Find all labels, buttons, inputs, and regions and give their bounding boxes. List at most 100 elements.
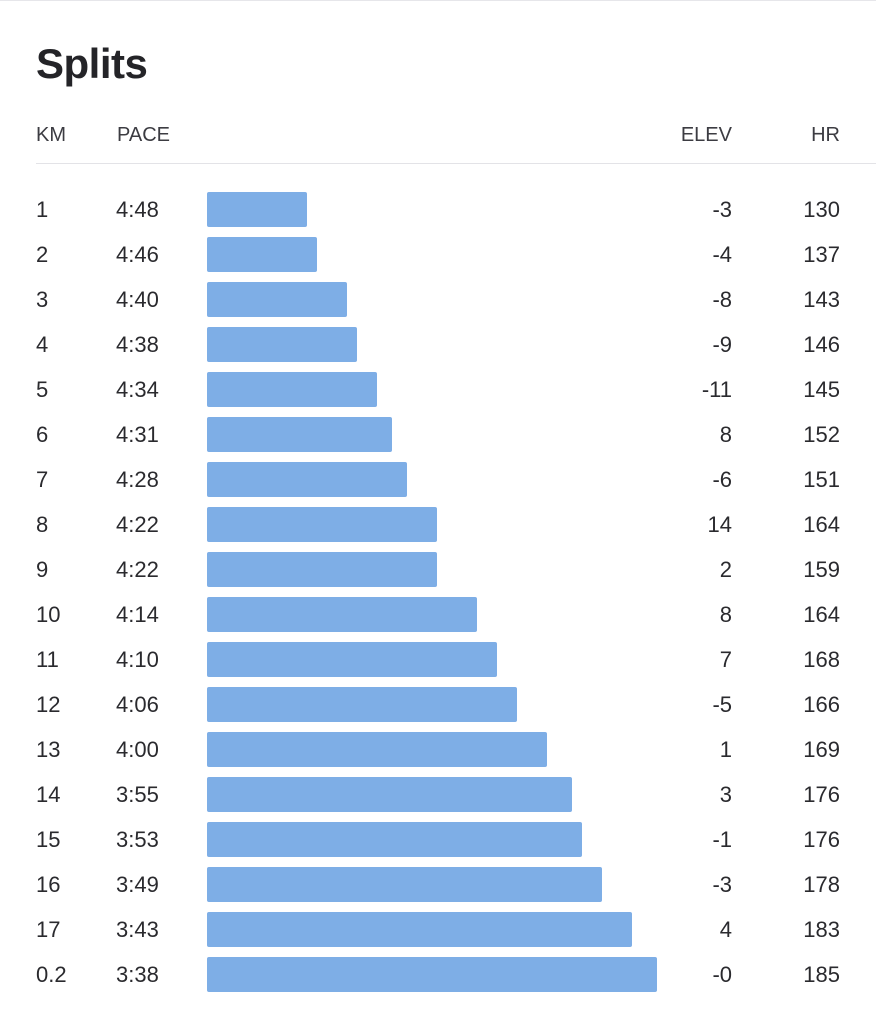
split-km: 10: [36, 602, 61, 627]
split-row[interactable]: 3 4:40 -8 143: [0, 277, 876, 322]
split-pace: 3:49: [116, 872, 159, 897]
split-km: 2: [36, 242, 49, 267]
pace-bar: [207, 912, 632, 947]
split-elevation: 8: [719, 602, 732, 627]
pace-bar: [207, 372, 377, 407]
pace-bar: [207, 462, 407, 497]
split-km: 12: [36, 692, 61, 717]
split-pace: 3:43: [116, 917, 159, 942]
pace-bar: [207, 552, 437, 587]
split-elevation: -3: [712, 872, 732, 897]
split-elevation: 2: [719, 557, 732, 582]
split-elevation: 7: [719, 647, 732, 672]
splits-table-header: KM PACE ELEV HR: [0, 124, 876, 150]
column-header-elev: ELEV: [680, 124, 732, 146]
split-heart-rate: 168: [803, 647, 840, 672]
split-row[interactable]: 15 3:53 -1 176: [0, 817, 876, 862]
split-row[interactable]: 1 4:48 -3 130: [0, 187, 876, 232]
split-elevation: -4: [712, 242, 732, 267]
split-pace: 4:28: [116, 467, 159, 492]
split-pace: 4:22: [116, 557, 159, 582]
pace-bar: [207, 957, 657, 992]
split-elevation: 1: [719, 737, 732, 762]
split-pace: 4:34: [116, 377, 159, 402]
split-km: 15: [36, 827, 61, 852]
split-km: 7: [36, 467, 49, 492]
split-pace: 3:53: [116, 827, 159, 852]
split-km: 11: [36, 647, 59, 672]
split-row[interactable]: 10 4:14 8 164: [0, 592, 876, 637]
split-row[interactable]: 14 3:55 3 176: [0, 772, 876, 817]
split-km: 16: [36, 872, 61, 897]
pace-bar: [207, 282, 347, 317]
split-row[interactable]: 13 4:00 1 169: [0, 727, 876, 772]
split-row[interactable]: 12 4:06 -5 166: [0, 682, 876, 727]
split-pace: 3:55: [116, 782, 159, 807]
split-heart-rate: 137: [803, 242, 840, 267]
split-row[interactable]: 11 4:10 7 168: [0, 637, 876, 682]
split-row[interactable]: 8 4:22 14 164: [0, 502, 876, 547]
split-km: 9: [36, 557, 49, 582]
split-row[interactable]: 9 4:22 2 159: [0, 547, 876, 592]
split-km: 8: [36, 512, 49, 537]
split-heart-rate: 146: [803, 332, 840, 357]
split-row[interactable]: 16 3:49 -3 178: [0, 862, 876, 907]
split-heart-rate: 166: [803, 692, 840, 717]
split-row[interactable]: 5 4:34 -11 145: [0, 367, 876, 412]
split-row[interactable]: 6 4:31 8 152: [0, 412, 876, 457]
split-km: 4: [36, 332, 49, 357]
split-elevation: 4: [719, 917, 732, 942]
pace-bar: [207, 867, 602, 902]
split-elevation: -6: [712, 467, 732, 492]
split-heart-rate: 159: [803, 557, 840, 582]
split-km: 3: [36, 287, 49, 312]
split-km: 13: [36, 737, 61, 762]
pace-bar: [207, 597, 477, 632]
pace-bar: [207, 237, 317, 272]
split-pace: 4:00: [116, 737, 159, 762]
top-divider: [0, 0, 876, 1]
split-heart-rate: 178: [803, 872, 840, 897]
split-elevation: -11: [701, 377, 732, 402]
column-header-km: KM: [36, 124, 66, 146]
split-heart-rate: 143: [803, 287, 840, 312]
split-row[interactable]: 2 4:46 -4 137: [0, 232, 876, 277]
split-pace: 4:46: [116, 242, 159, 267]
split-pace: 4:10: [116, 647, 159, 672]
split-elevation: -0: [712, 962, 732, 987]
split-heart-rate: 176: [803, 782, 840, 807]
split-elevation: 3: [719, 782, 732, 807]
split-pace: 4:31: [116, 422, 159, 447]
pace-bar: [207, 507, 437, 542]
column-header-hr: HR: [811, 124, 840, 146]
split-heart-rate: 151: [803, 467, 840, 492]
split-elevation: -3: [712, 197, 732, 222]
split-elevation: -9: [712, 332, 732, 357]
pace-bar: [207, 687, 517, 722]
split-row[interactable]: 0.2 3:38 -0 185: [0, 952, 876, 997]
split-elevation: 8: [719, 422, 732, 447]
split-km: 17: [36, 917, 61, 942]
split-heart-rate: 176: [803, 827, 840, 852]
split-elevation: -1: [712, 827, 732, 852]
pace-bar: [207, 732, 547, 767]
split-row[interactable]: 4 4:38 -9 146: [0, 322, 876, 367]
column-header-pace: PACE: [117, 124, 170, 146]
split-pace: 4:06: [116, 692, 159, 717]
split-row[interactable]: 7 4:28 -6 151: [0, 457, 876, 502]
split-km: 14: [36, 782, 61, 807]
pace-bar: [207, 327, 357, 362]
split-km: 5: [36, 377, 49, 402]
split-row[interactable]: 17 3:43 4 183: [0, 907, 876, 952]
split-heart-rate: 164: [803, 602, 840, 627]
split-pace: 3:38: [116, 962, 159, 987]
pace-bar: [207, 192, 307, 227]
header-divider: [36, 163, 876, 164]
split-pace: 4:38: [116, 332, 159, 357]
split-km: 1: [36, 197, 49, 222]
split-heart-rate: 152: [803, 422, 840, 447]
split-heart-rate: 164: [803, 512, 840, 537]
pace-bar: [207, 822, 582, 857]
split-elevation: -8: [712, 287, 732, 312]
pace-bar: [207, 777, 572, 812]
